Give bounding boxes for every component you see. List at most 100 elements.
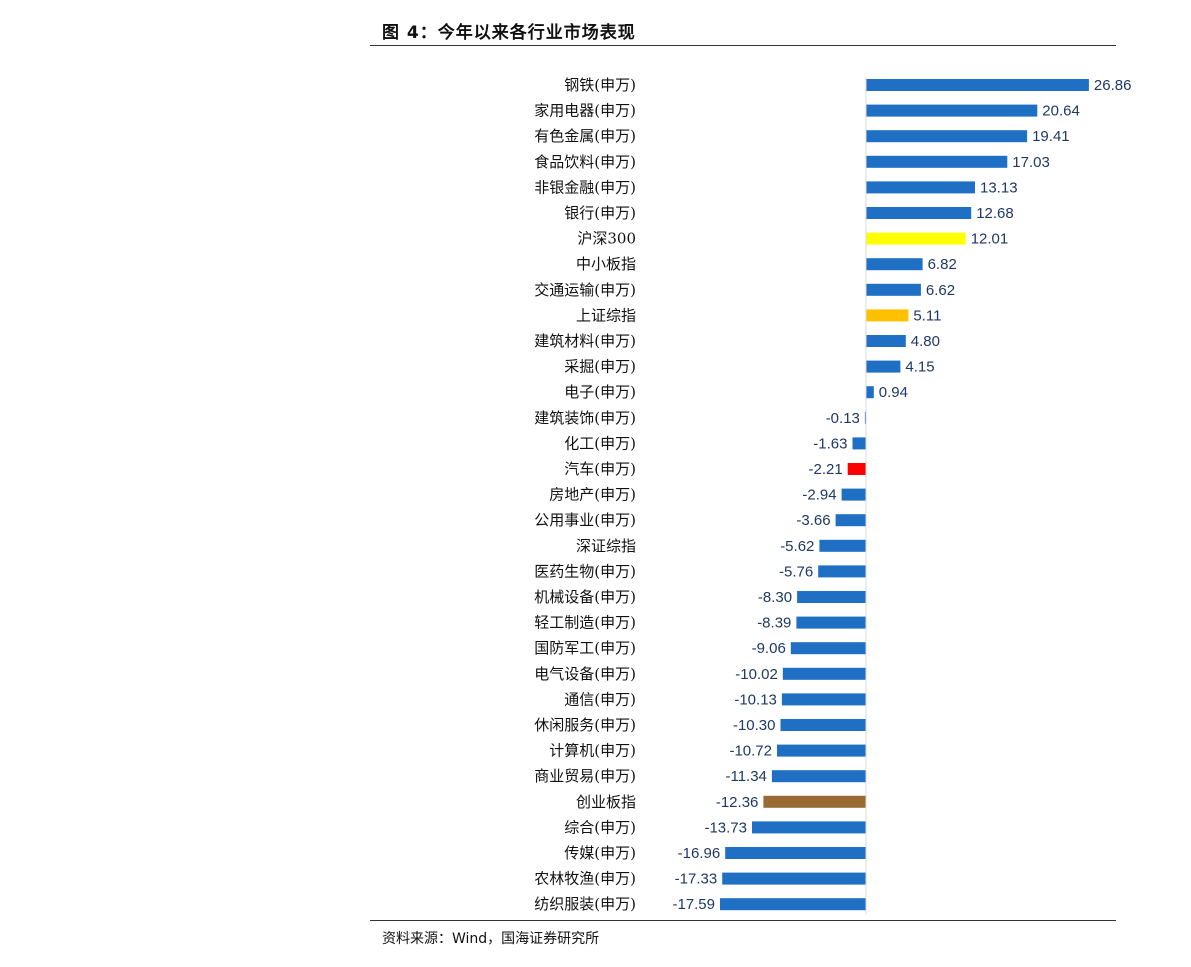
category-label: 中小板指 — [576, 255, 636, 273]
value-label: 12.01 — [971, 231, 1009, 248]
value-label: -10.13 — [734, 691, 777, 708]
title-rule — [370, 45, 1116, 46]
figure-title: 图 4：今年以来各行业市场表现 — [382, 23, 636, 43]
value-label: -8.30 — [758, 589, 792, 606]
bar — [866, 335, 906, 347]
category-label: 商业贸易(申万) — [534, 767, 636, 785]
value-label: 4.15 — [905, 359, 934, 376]
bar — [780, 719, 866, 731]
bar — [852, 437, 866, 450]
value-label: 6.82 — [928, 256, 957, 273]
bar — [847, 463, 866, 475]
category-label: 农林牧渔(申万) — [534, 870, 636, 888]
value-label: -11.34 — [725, 768, 766, 785]
category-label: 医药生物(申万) — [534, 562, 636, 580]
value-label: -5.62 — [780, 538, 814, 555]
category-label: 传媒(申万) — [564, 844, 636, 862]
value-label: -2.94 — [802, 487, 836, 504]
value-label: -10.72 — [729, 743, 772, 760]
category-label: 汽车(申万) — [564, 460, 636, 478]
category-label: 休闲服务(申万) — [534, 716, 636, 734]
category-label: 银行(申万) — [564, 204, 636, 222]
category-label: 化工(申万) — [564, 434, 636, 452]
value-label: 26.86 — [1094, 77, 1132, 94]
category-label: 机械设备(申万) — [534, 588, 636, 606]
category-label: 电气设备(申万) — [534, 665, 636, 683]
category-label: 建筑装饰(申万) — [534, 409, 636, 427]
value-label: -10.30 — [733, 717, 776, 734]
category-label: 有色金属(申万) — [534, 127, 636, 145]
category-label: 电子(申万) — [564, 383, 636, 401]
source-note: 资料来源：Wind，国海证券研究所 — [382, 931, 600, 947]
value-label: -5.76 — [779, 563, 813, 580]
value-label: 19.41 — [1032, 128, 1070, 145]
value-label: 20.64 — [1042, 103, 1080, 120]
bar — [725, 847, 866, 859]
bar — [777, 744, 866, 757]
bar — [796, 616, 866, 629]
category-label: 沪深300 — [577, 230, 636, 248]
category-label: 上证综指 — [576, 306, 636, 324]
bar — [866, 104, 1038, 117]
bar — [866, 207, 972, 219]
bar — [797, 591, 866, 603]
bar — [866, 360, 901, 373]
value-label: -16.96 — [678, 845, 721, 862]
bar — [818, 565, 866, 578]
bar — [782, 667, 866, 680]
category-label: 采掘(申万) — [564, 358, 636, 376]
bar — [722, 872, 866, 885]
category-label: 建筑材料(申万) — [534, 332, 636, 350]
value-label: -12.36 — [716, 794, 759, 811]
value-label: -17.33 — [675, 871, 718, 888]
bar — [866, 155, 1008, 168]
value-label: 13.13 — [980, 179, 1018, 196]
value-label: 12.68 — [976, 205, 1014, 222]
footer-rule — [370, 920, 1116, 921]
value-label: -1.63 — [813, 435, 847, 452]
bar — [864, 411, 866, 424]
value-label: 17.03 — [1012, 154, 1050, 171]
category-label: 国防军工(申万) — [534, 639, 636, 657]
bar — [835, 514, 866, 527]
value-label: 4.80 — [911, 333, 940, 350]
category-label: 食品饮料(申万) — [534, 153, 636, 171]
bar — [866, 181, 975, 194]
category-label: 交通运输(申万) — [534, 281, 636, 299]
category-label: 深证综指 — [576, 537, 636, 555]
bar — [866, 309, 909, 322]
bar — [866, 386, 874, 399]
category-label: 计算机(申万) — [549, 742, 636, 760]
value-label: 6.62 — [926, 282, 955, 299]
category-label: 房地产(申万) — [549, 486, 636, 504]
value-label: -17.59 — [672, 896, 715, 913]
value-label: -13.73 — [704, 819, 747, 836]
category-label: 钢铁(申万) — [564, 76, 636, 94]
bar — [866, 258, 923, 271]
category-label: 轻工制造(申万) — [534, 614, 636, 632]
value-label: -2.21 — [808, 461, 842, 478]
bar — [866, 130, 1028, 143]
value-label: 5.11 — [913, 307, 941, 324]
value-label: -3.66 — [796, 512, 830, 529]
bar — [790, 642, 866, 655]
category-label: 家用电器(申万) — [534, 102, 636, 120]
bar — [763, 795, 866, 808]
category-label: 公用事业(申万) — [534, 511, 636, 529]
bar — [771, 770, 866, 783]
bar — [866, 283, 921, 296]
value-label: 0.94 — [879, 384, 908, 401]
category-label: 创业板指 — [576, 793, 636, 811]
bar — [720, 898, 866, 911]
bar — [841, 488, 866, 501]
bar — [819, 539, 866, 552]
value-label: -10.02 — [735, 666, 778, 683]
bar — [752, 821, 866, 834]
bar — [781, 693, 866, 706]
bar — [866, 79, 1089, 91]
value-label: -9.06 — [752, 640, 786, 657]
value-label: -0.13 — [826, 410, 860, 427]
category-label: 通信(申万) — [564, 690, 636, 708]
bar — [866, 232, 966, 245]
